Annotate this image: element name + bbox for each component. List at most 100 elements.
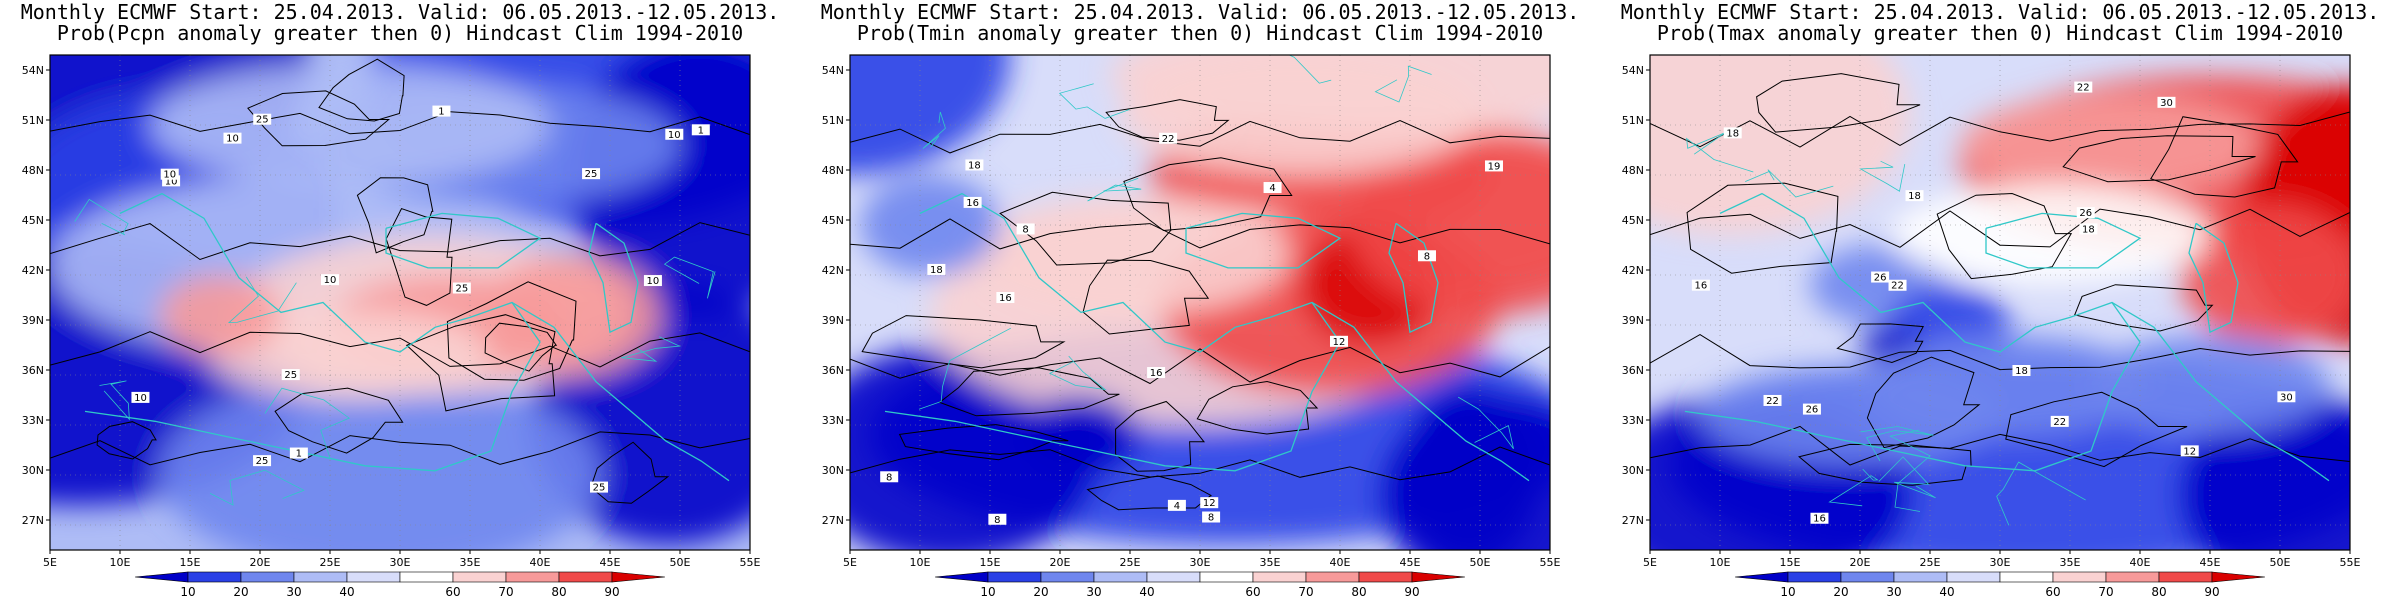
y-tick-label: 36N [822,364,844,377]
contour-label: 25 [593,483,606,494]
y-tick-label: 36N [22,364,44,377]
contour-label-bg [281,369,300,381]
x-tick-label: 30E [1990,556,2011,569]
colorbar-tick-label: 90 [1404,585,1419,599]
contour-line [861,315,1066,369]
colorbar-tick-label: 80 [1351,585,1366,599]
contour-label: 25 [256,115,269,126]
contour-label: 26 [1874,273,1887,284]
probability-map: 8 4 8 12 12 8 4 8 16 18 16 19 22 18 16 8 5E 10E 15E 20E 25E 3… [822,54,1561,599]
contour-label-bg [1263,182,1282,194]
contour-label-bg [162,175,181,187]
colorbar-swatch [1840,571,1895,583]
colorbar-tick-label: 30 [1886,585,1901,599]
probability-field-blob [1020,395,1140,475]
x-tick-label: 35E [1260,556,1281,569]
contour-line [1650,334,2350,371]
contour-label: 25 [284,370,297,381]
x-tick-label: 50E [670,556,691,569]
contour-line [446,281,577,381]
colorbar-swatch [2158,571,2213,583]
contour-line [50,431,750,466]
coastline [884,302,1341,472]
contour-label: 16 [1813,514,1826,525]
contour-label: 8 [994,515,1000,526]
contour-line [2150,116,2299,198]
contour-label-bg [452,282,471,294]
contour-label: 8 [1022,224,1028,235]
colorbar-tick-label: 20 [1833,585,1848,599]
contour-label: 18 [968,160,981,171]
contour-label: 22 [1891,281,1904,292]
coastline [385,212,542,269]
colorbar-tick-label: 10 [180,585,195,599]
colorbar-tick-label: 90 [2204,585,2219,599]
contour-line [1123,157,1293,232]
contour-line [1686,182,1839,274]
colorbar-swatch [1358,571,1413,583]
contour-label-bg [1329,335,1348,347]
y-tick-label: 42N [822,264,844,277]
contour-label-bg [131,391,150,403]
country-border [209,469,305,506]
contour-line [1836,323,1925,364]
contour-line [2062,135,2256,183]
y-tick-label: 42N [1622,264,1644,277]
colorbar-swatch [346,571,401,583]
x-tick-label: 10E [110,556,131,569]
country-border [99,380,130,421]
contour-label-bg [2012,365,2031,377]
x-tick-label: 5E [843,556,857,569]
coastline [1388,222,1439,334]
contour-label-bg [1016,223,1035,235]
contour-label-bg [590,481,609,493]
country-border [1859,160,1906,192]
colorbar-swatch [1146,571,1201,583]
colorbar-swatch [611,571,666,583]
contour-label: 10 [163,170,176,181]
colorbar-tick-label: 40 [1139,585,1154,599]
contour-label-bg [1200,497,1219,509]
x-tick-label: 40E [1330,556,1351,569]
contour-label-bg [2277,391,2296,403]
colorbar-tick-label: 60 [1245,585,1260,599]
country-border [918,327,1011,410]
panel-title-line2: Prob(Tmax anomaly greater then 0) Hindca… [1656,21,2344,45]
contour-label-bg [965,159,984,171]
contour-line [1105,99,1230,141]
contour-line [1650,425,2350,466]
colorbar-swatch [399,571,454,583]
x-tick-label: 40E [530,556,551,569]
country-border [1058,83,1130,119]
contour-label: 30 [2280,392,2293,403]
colorbar-swatch [1093,571,1148,583]
contour-line [850,218,1550,250]
panel-title-line1: Monthly ECMWF Start: 25.04.2013. Valid: … [820,0,1580,24]
contour-label-bg [1484,160,1503,172]
colorbar-tick-label: 20 [233,585,248,599]
x-tick-label: 35E [460,556,481,569]
panel-tmax: Monthly ECMWF Start: 25.04.2013. Valid: … [1600,0,2400,600]
y-tick-label: 27N [822,514,844,527]
contour-line [999,191,1172,266]
x-tick-label: 5E [1643,556,1657,569]
y-tick-label: 27N [1622,514,1644,527]
colorbar-tick-label: 70 [498,585,513,599]
country-border [74,198,129,236]
contour-line [1086,475,1212,511]
probability-field-blob [1650,55,1910,235]
contour-label: 18 [930,265,943,276]
contour-label: 22 [2077,83,2090,94]
contour-label-bg [2074,81,2093,93]
contour-label: 10 [165,176,178,187]
contour-label: 25 [585,169,598,180]
country-border [1048,355,1107,391]
contour-label-bg [1810,512,1829,524]
contour-label: 16 [1694,281,1707,292]
contour-label-bg [880,471,899,483]
contour-label: 8 [886,472,892,483]
contour-label-bg [160,168,179,180]
contour-line [405,314,556,412]
y-tick-label: 42N [22,264,44,277]
contour-label: 18 [1726,128,1739,139]
